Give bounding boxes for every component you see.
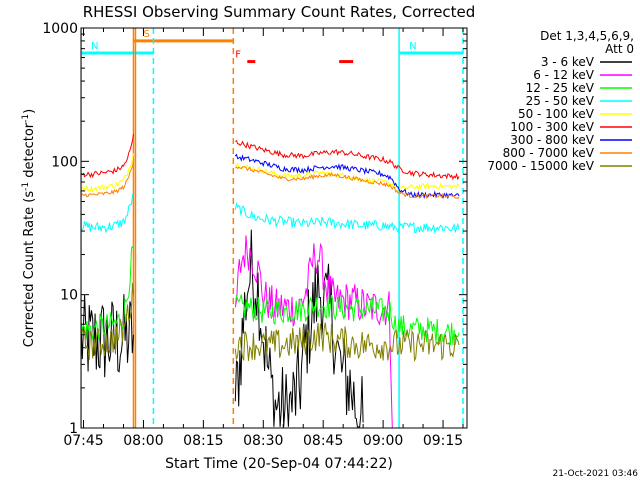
series-line [81,245,460,346]
x-tick-label: 08:30 [243,433,283,449]
y-axis-label: Corrected Count Rate (s-1 detector-1) [21,109,37,347]
y-tick-label: 1000 [42,21,78,37]
series-line [81,134,460,181]
legend-detectors: Det 1,3,4,5,6,9, [540,29,634,43]
x-axis-label: Start Time (20-Sep-04 07:44:22) [165,456,393,472]
x-tick-label: 08:00 [123,433,163,449]
flag-label: S [143,29,149,40]
legend-attenuator: Att 0 [605,42,634,56]
flag-label: N [409,41,416,52]
x-tick-label: 09:15 [423,433,463,449]
legend-entry-label: 100 - 300 keV [510,120,594,134]
timestamp: 21-Oct-2021 03:46 [553,469,639,479]
legend-entry-label: 300 - 800 keV [510,133,594,147]
series-line [234,153,460,200]
y-tick-label: 100 [51,154,78,170]
x-tick-label: 09:00 [363,433,403,449]
legend-entry-label: 3 - 6 keV [541,55,595,69]
legend-entry-label: 50 - 100 keV [518,107,595,121]
y-tick-label: 10 [60,288,78,304]
y-tick-label: 1 [69,421,78,437]
legend-entry-label: 25 - 50 keV [526,94,595,108]
series-line [81,193,460,234]
x-tick-label: 08:15 [183,433,223,449]
flag-label: N [91,41,98,52]
chart-title: RHESSI Observing Summary Count Rates, Co… [83,3,476,21]
x-tick-label: 07:45 [63,433,103,449]
plot-frame [80,27,468,429]
x-tick-label: 08:45 [303,433,343,449]
series-line [81,153,460,193]
legend-entry-label: 800 - 7000 keV [503,146,595,160]
legend-entry-label: 7000 - 15000 keV [487,159,594,173]
series-line [81,161,460,200]
series-line [81,283,460,363]
legend-entry-label: 12 - 25 keV [526,81,595,95]
legend-entry-label: 6 - 12 keV [533,68,595,82]
flag-label: F [235,50,241,61]
